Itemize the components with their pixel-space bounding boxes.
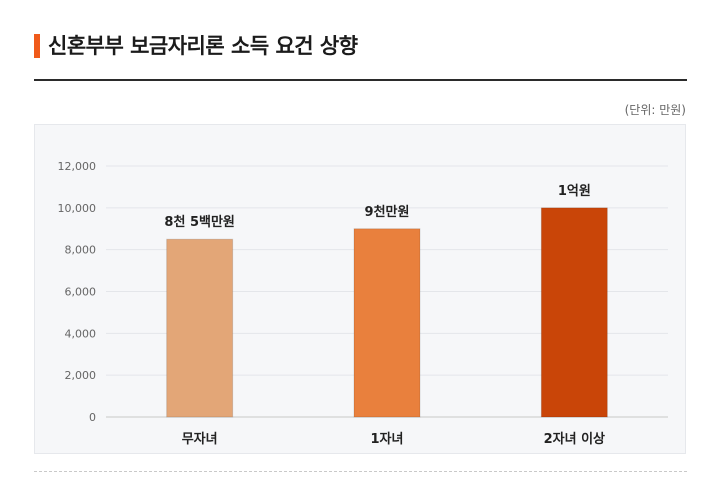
data-label: 1억원 (558, 184, 591, 199)
page-title: 신혼부부 보금자리론 소득 요건 상향 (48, 34, 358, 58)
y-tick-label: 6,000 (65, 286, 97, 299)
title-accent-bar (34, 34, 40, 58)
y-tick-label: 0 (89, 411, 96, 424)
y-tick-label: 4,000 (65, 327, 97, 340)
x-category-label: 2자녀 이상 (544, 431, 605, 447)
bar (166, 238, 234, 418)
y-tick-label: 8,000 (65, 244, 97, 257)
x-category-label: 무자녀 (182, 431, 218, 447)
data-label: 9천만원 (365, 204, 410, 220)
bottom-divider (34, 471, 687, 472)
title-divider (34, 79, 687, 81)
y-tick-label: 12,000 (58, 160, 97, 173)
y-tick-label: 2,000 (65, 369, 97, 382)
data-label: 8천 5백만원 (164, 214, 234, 230)
y-tick-label: 10,000 (58, 202, 97, 215)
x-category-label: 1자녀 (371, 431, 404, 447)
bar (540, 207, 608, 418)
bar (353, 228, 421, 418)
unit-note: (단위: 만원) (624, 103, 686, 117)
